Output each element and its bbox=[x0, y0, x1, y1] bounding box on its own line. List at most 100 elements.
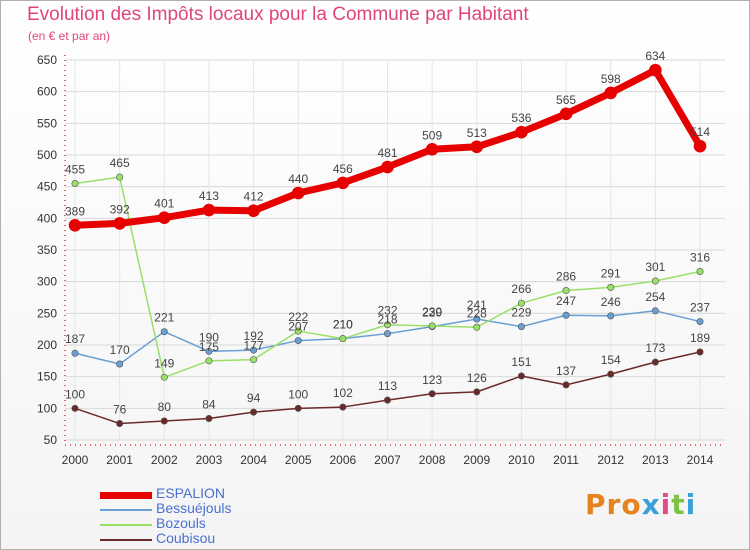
data-label-bozouls: 301 bbox=[645, 260, 665, 274]
data-label-coubisou: 100 bbox=[65, 387, 85, 401]
legend-swatch bbox=[100, 509, 152, 511]
data-point-espalion bbox=[336, 176, 350, 190]
x-tick-label: 2010 bbox=[508, 453, 535, 467]
data-point-espalion bbox=[470, 140, 484, 154]
data-label-bozouls: 291 bbox=[601, 266, 621, 280]
data-label-coubisou: 126 bbox=[467, 371, 487, 385]
x-tick-label: 2003 bbox=[196, 453, 223, 467]
logo-letter: P bbox=[585, 488, 607, 521]
data-label-bozouls: 230 bbox=[422, 305, 442, 319]
data-point-espalion bbox=[559, 107, 573, 121]
data-point-coubisou bbox=[517, 372, 525, 380]
data-point-espalion bbox=[604, 86, 618, 100]
data-label-bessuejouls: 229 bbox=[422, 306, 442, 320]
chart-title: Evolution des Impôts locaux pour la Comm… bbox=[27, 4, 529, 25]
data-label-espalion: 514 bbox=[690, 125, 710, 139]
data-point-bessuejouls bbox=[473, 315, 481, 323]
data-label-coubisou: 100 bbox=[288, 387, 308, 401]
data-point-bessuejouls bbox=[116, 360, 124, 368]
data-label-bessuejouls: 210 bbox=[333, 318, 353, 332]
data-label-bozouls: 149 bbox=[154, 356, 174, 370]
data-label-bessuejouls: 192 bbox=[244, 329, 264, 343]
y-tick-label: 350 bbox=[37, 243, 57, 257]
data-point-bessuejouls bbox=[160, 328, 168, 336]
data-label-bessuejouls: 207 bbox=[288, 320, 308, 334]
data-point-coubisou bbox=[473, 388, 481, 396]
data-label-coubisou: 80 bbox=[158, 400, 172, 414]
legend-label: Bessuéjouls bbox=[156, 500, 232, 516]
data-point-coubisou bbox=[428, 390, 436, 398]
axes: 50 100 150 200 250 300 350 400 450 500 550 600 650 20… bbox=[37, 53, 725, 467]
data-point-bessuejouls bbox=[607, 312, 615, 320]
x-tick-label: 2001 bbox=[106, 453, 133, 467]
data-point-bozouls bbox=[71, 180, 79, 188]
data-point-espalion bbox=[202, 203, 216, 217]
x-tick-label: 2006 bbox=[330, 453, 357, 467]
y-tick-label: 100 bbox=[37, 401, 57, 415]
data-point-coubisou bbox=[383, 396, 391, 404]
logo-letter: i bbox=[685, 488, 697, 521]
x-tick-label: 2008 bbox=[419, 453, 446, 467]
data-label-bessuejouls: 221 bbox=[154, 311, 174, 325]
data-point-bozouls bbox=[250, 356, 258, 364]
data-label-bessuejouls: 237 bbox=[690, 301, 710, 315]
logo-letter: x bbox=[641, 488, 661, 521]
data-point-bozouls bbox=[696, 268, 704, 276]
legend-label: Coubisou bbox=[156, 530, 216, 546]
x-tick-label: 2009 bbox=[463, 453, 490, 467]
data-point-bessuejouls bbox=[294, 337, 302, 345]
data-point-bessuejouls bbox=[517, 323, 525, 331]
data-point-coubisou bbox=[294, 404, 302, 412]
data-label-espalion: 481 bbox=[377, 146, 397, 160]
y-tick-label: 550 bbox=[37, 116, 57, 130]
data-point-espalion bbox=[113, 217, 126, 230]
y-tick-label: 50 bbox=[44, 433, 58, 447]
data-point-bessuejouls bbox=[696, 318, 704, 326]
data-label-coubisou: 123 bbox=[422, 373, 442, 387]
data-point-espalion bbox=[68, 219, 82, 232]
data-label-bozouls: 455 bbox=[65, 163, 85, 177]
y-tick-label: 600 bbox=[37, 85, 57, 99]
data-point-coubisou bbox=[696, 348, 704, 356]
y-tick-label: 500 bbox=[37, 148, 57, 162]
data-label-coubisou: 151 bbox=[511, 355, 531, 369]
data-point-bozouls bbox=[517, 299, 525, 307]
y-tick-label: 250 bbox=[37, 306, 57, 320]
data-label-bozouls: 465 bbox=[110, 156, 130, 170]
data-point-coubisou bbox=[116, 420, 124, 428]
logo-letter: i bbox=[660, 488, 672, 521]
data-point-bozouls bbox=[205, 357, 213, 365]
data-point-bessuejouls bbox=[250, 346, 258, 354]
x-tick-label: 2000 bbox=[62, 453, 89, 467]
data-label-espalion: 598 bbox=[601, 72, 621, 86]
x-tick-label: 2004 bbox=[240, 453, 267, 467]
data-point-bessuejouls bbox=[651, 307, 659, 315]
data-point-coubisou bbox=[250, 408, 258, 416]
data-point-espalion bbox=[515, 125, 528, 139]
data-label-coubisou: 76 bbox=[113, 403, 127, 417]
data-point-coubisou bbox=[71, 404, 79, 412]
data-label-espalion: 565 bbox=[556, 93, 576, 107]
data-label-bessuejouls: 218 bbox=[377, 313, 397, 327]
data-label-espalion: 413 bbox=[199, 189, 219, 203]
data-label-coubisou: 102 bbox=[333, 386, 353, 400]
data-point-bozouls bbox=[562, 287, 570, 295]
x-tick-label: 2005 bbox=[285, 453, 312, 467]
logo-letter: r bbox=[606, 488, 622, 521]
logo-letter: o bbox=[621, 488, 642, 521]
data-labels: 187 170 221 190 192 207 210 218 229 241 229 247 246 2… bbox=[65, 49, 710, 416]
y-tick-label: 400 bbox=[37, 211, 57, 225]
data-label-espalion: 401 bbox=[154, 197, 174, 211]
data-label-espalion: 634 bbox=[645, 49, 665, 63]
data-point-bozouls bbox=[116, 173, 124, 181]
legend-swatch bbox=[100, 539, 152, 541]
data-point-espalion bbox=[291, 186, 305, 200]
y-tick-label: 450 bbox=[37, 180, 57, 194]
data-point-espalion bbox=[693, 139, 707, 153]
data-label-bessuejouls: 254 bbox=[645, 290, 665, 304]
y-tick-label: 300 bbox=[37, 275, 57, 289]
data-label-bessuejouls: 190 bbox=[199, 330, 219, 344]
data-point-coubisou bbox=[562, 381, 570, 389]
data-point-espalion bbox=[425, 143, 439, 156]
data-label-coubisou: 94 bbox=[247, 391, 261, 405]
